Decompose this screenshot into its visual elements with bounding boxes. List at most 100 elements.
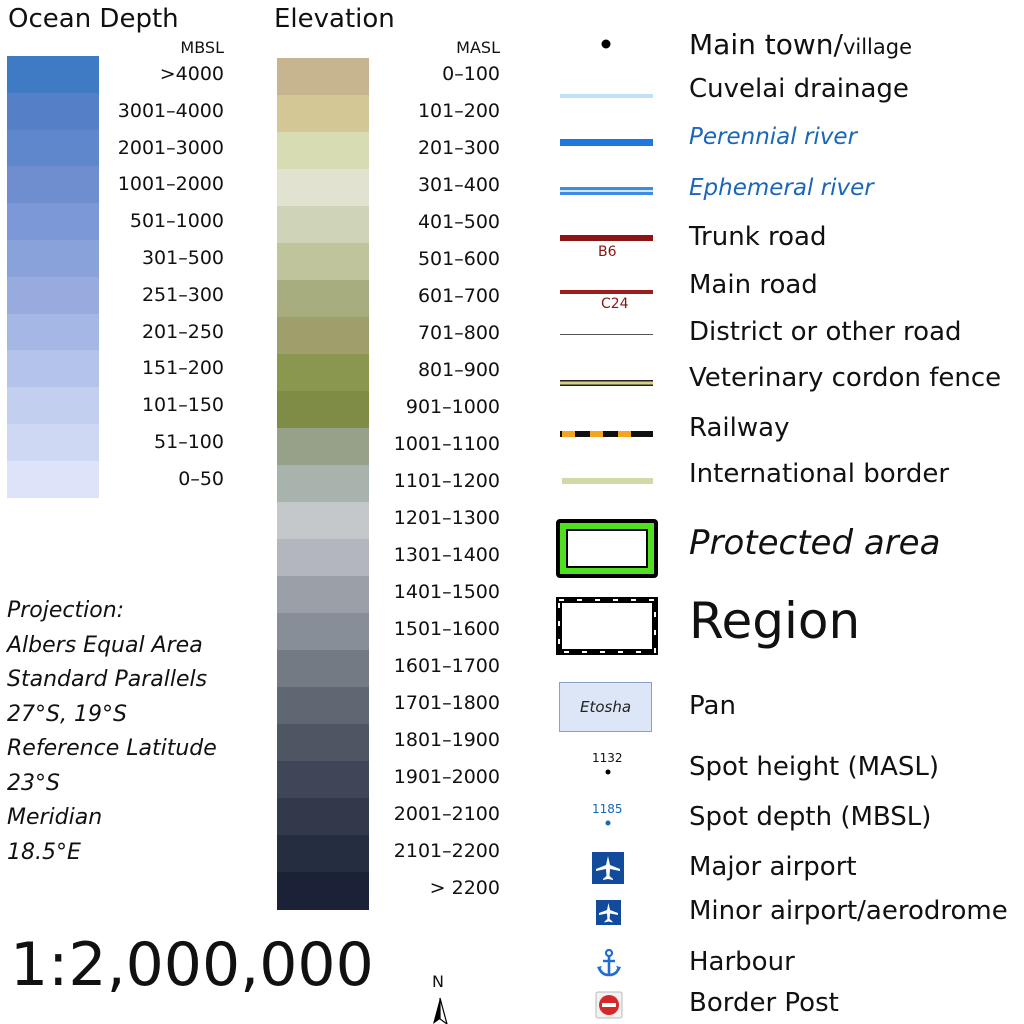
ocean-depth-swatch <box>7 203 99 241</box>
main-road-code: C24 <box>601 296 629 312</box>
elevation-swatch <box>277 391 369 429</box>
elevation-label: 101–200 <box>417 100 500 122</box>
elevation-swatch <box>277 428 369 466</box>
elevation-label: 401–500 <box>417 211 500 233</box>
elevation-label: 301–400 <box>417 174 500 196</box>
map-scale: 1:2,000,000 <box>10 930 374 1000</box>
elevation-swatch <box>277 317 369 355</box>
ocean-depth-label: 301–500 <box>141 247 224 269</box>
legend-major-airport: Major airport <box>689 852 857 882</box>
legend-main-town-label: Main town/ <box>689 28 843 61</box>
region-symbol <box>556 597 658 655</box>
ocean-depth-swatch <box>7 387 99 425</box>
international-border-symbol <box>562 478 653 484</box>
spot-depth-dot-icon <box>605 820 611 826</box>
elevation-swatch <box>277 243 369 281</box>
ocean-depth-title: Ocean Depth <box>8 4 179 34</box>
railway-symbol <box>560 431 653 437</box>
elevation-swatch <box>277 169 369 207</box>
ocean-depth-label: 51–100 <box>154 431 224 453</box>
ocean-depth-swatch <box>7 460 99 499</box>
elevation-swatch <box>277 132 369 170</box>
ocean-depth-label: 0–50 <box>178 467 224 490</box>
legend-minor-airport: Minor airport/aerodrome <box>689 896 1008 926</box>
ocean-depth-swatch <box>7 350 99 388</box>
projection-line: Reference Latitude <box>7 736 217 761</box>
spot-height-value: 1132 <box>592 751 623 765</box>
elevation-label: 901–1000 <box>405 396 500 418</box>
elevation-label: 1301–1400 <box>393 544 500 566</box>
elevation-swatch <box>277 539 369 577</box>
legend-ephemeral: Ephemeral river <box>689 175 874 201</box>
legend-protected-area: Protected area <box>689 523 941 563</box>
ocean-depth-label: 251–300 <box>141 283 224 306</box>
minor-airport-icon <box>596 900 621 925</box>
elevation-label: 801–900 <box>417 359 500 381</box>
elevation-label: 1201–1300 <box>393 507 500 529</box>
ocean-depth-swatch <box>7 276 99 315</box>
legend-vet-fence: Veterinary cordon fence <box>689 363 1002 393</box>
ocean-depth-label: 501–1000 <box>129 210 224 233</box>
elevation-label: 601–700 <box>417 285 500 307</box>
vet-fence-symbol <box>560 380 653 386</box>
projection-line: Albers Equal Area <box>7 632 203 658</box>
legend-main-road: Main road <box>689 270 818 300</box>
cuvelai-drainage-symbol <box>560 94 653 98</box>
anchor-icon <box>597 948 621 977</box>
elevation-label: 1601–1700 <box>393 655 500 677</box>
elevation-swatch <box>277 465 369 503</box>
pan-symbol: Etosha <box>559 682 652 732</box>
projection-line: Standard Parallels <box>7 667 208 692</box>
elevation-label: 0–100 <box>442 63 500 85</box>
elevation-label: 2101–2200 <box>393 840 500 862</box>
elevation-label: 701–800 <box>417 322 500 344</box>
trunk-road-code: B6 <box>598 244 617 260</box>
legend-spot-depth: Spot depth (MBSL) <box>689 802 932 832</box>
elevation-swatch <box>277 613 369 651</box>
elevation-swatch <box>277 761 369 799</box>
protected-area-symbol <box>556 519 658 578</box>
ocean-depth-label: >4000 <box>159 63 224 85</box>
projection-line: Meridian <box>7 805 103 830</box>
projection-line: 23°S <box>7 770 60 796</box>
legend-cuvelai: Cuvelai drainage <box>689 74 909 104</box>
ocean-depth-label: 3001–4000 <box>117 99 224 122</box>
elevation-swatch <box>277 206 369 244</box>
elevation-swatch <box>277 872 369 910</box>
ocean-depth-label: 101–150 <box>141 394 224 417</box>
elevation-swatch <box>277 58 369 96</box>
ocean-depth-label: 201–250 <box>141 320 224 343</box>
perennial-river-symbol <box>560 139 653 146</box>
legend-region: Region <box>689 592 861 650</box>
legend-main-town: Main town/village <box>689 28 912 61</box>
legend-spot-height: Spot height (MASL) <box>689 752 940 782</box>
trunk-road-symbol <box>560 235 653 241</box>
elevation-label: 1101–1200 <box>393 470 500 492</box>
elevation-label: 1801–1900 <box>393 729 500 751</box>
elevation-label: 1001–1100 <box>393 433 500 455</box>
elevation-label: > 2200 <box>429 877 500 899</box>
legend-international-border: International border <box>689 459 950 489</box>
ocean-depth-label: 151–200 <box>141 357 224 380</box>
elevation-swatch <box>277 798 369 836</box>
elevation-swatch <box>277 95 369 133</box>
legend-trunk-road: Trunk road <box>689 222 827 252</box>
ocean-depth-swatch <box>7 313 99 351</box>
elevation-swatch <box>277 687 369 725</box>
elevation-swatch <box>277 835 369 873</box>
legend-railway: Railway <box>689 413 790 443</box>
ocean-depth-swatch <box>7 129 99 167</box>
elevation-title: Elevation <box>274 4 395 34</box>
ocean-depth-swatch <box>7 240 99 278</box>
elevation-label: 2001–2100 <box>393 803 500 825</box>
legend-perennial: Perennial river <box>689 124 858 150</box>
elevation-label: 1701–1800 <box>393 692 500 714</box>
major-airport-icon <box>592 852 624 884</box>
ocean-depth-swatch <box>7 166 99 204</box>
district-road-symbol <box>560 334 653 335</box>
elevation-unit: MASL <box>456 38 500 57</box>
projection-line: 18.5°E <box>7 839 81 865</box>
ocean-depth-swatch <box>7 424 99 462</box>
ocean-depth-unit: MBSL <box>180 38 224 57</box>
spot-depth-value: 1185 <box>592 802 623 816</box>
